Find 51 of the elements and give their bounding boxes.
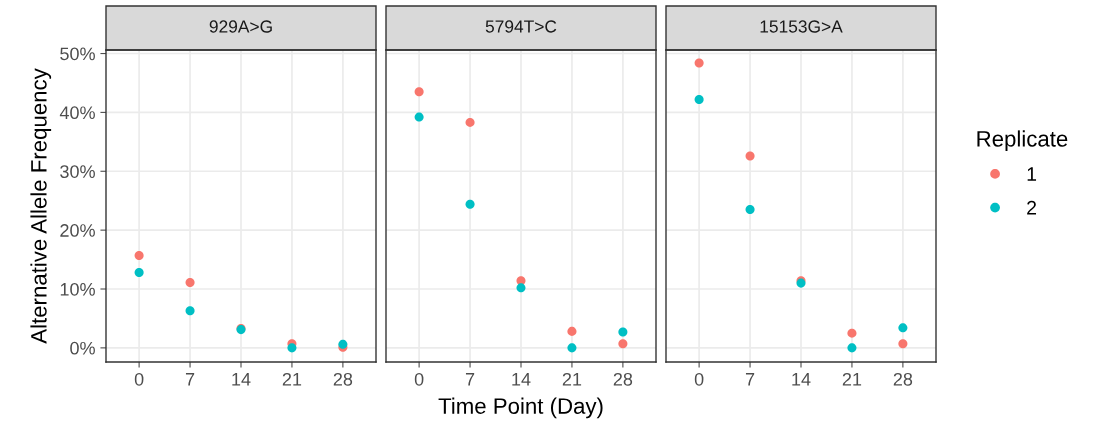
x-tick-label: 14 bbox=[232, 373, 251, 386]
point bbox=[516, 283, 526, 293]
chart-title: 15153G>A bbox=[760, 20, 843, 33]
legend-label: 1 bbox=[1027, 167, 1037, 181]
x-tick-label: 28 bbox=[893, 372, 913, 386]
legend-label: 2 bbox=[1027, 200, 1037, 215]
y-tick-label: 10% bbox=[60, 282, 95, 296]
point bbox=[847, 343, 857, 353]
x-tick-label: 28 bbox=[333, 372, 353, 386]
point bbox=[694, 94, 704, 104]
point bbox=[465, 117, 475, 127]
point bbox=[618, 327, 628, 337]
point bbox=[185, 278, 195, 288]
point bbox=[745, 205, 755, 215]
point bbox=[618, 339, 628, 349]
point bbox=[898, 323, 908, 333]
point bbox=[745, 151, 755, 161]
x-tick-label: 0 bbox=[694, 372, 704, 386]
chart-title: 5794T>C bbox=[485, 20, 557, 33]
legend-title: Replicate bbox=[977, 130, 1068, 152]
y-tick-label: 40% bbox=[59, 106, 95, 120]
point bbox=[567, 326, 577, 336]
point bbox=[134, 268, 144, 278]
point bbox=[694, 58, 704, 68]
x-tick-label: 7 bbox=[465, 373, 475, 386]
x-tick-label: 21 bbox=[282, 372, 302, 386]
x-tick-label: 7 bbox=[185, 373, 195, 386]
chart-title: 929A>G bbox=[209, 20, 272, 33]
x-axis-title: Time Point (Day) bbox=[438, 397, 603, 419]
x-tick-label: 0 bbox=[414, 372, 424, 386]
x-tick-label: 14 bbox=[792, 373, 811, 386]
point bbox=[185, 306, 195, 316]
point bbox=[465, 199, 475, 209]
x-tick-label: 7 bbox=[745, 373, 755, 386]
point bbox=[847, 328, 857, 338]
x-tick-label: 28 bbox=[613, 372, 633, 386]
x-tick-label: 21 bbox=[562, 372, 582, 386]
point bbox=[414, 112, 424, 122]
point bbox=[567, 343, 577, 353]
x-tick-label: 21 bbox=[842, 372, 862, 386]
y-tick-label: 30% bbox=[60, 165, 95, 178]
point bbox=[414, 87, 424, 97]
point bbox=[287, 343, 297, 353]
y-tick-label: 20% bbox=[60, 224, 95, 237]
y-tick-label: 50% bbox=[60, 47, 95, 61]
y-axis-title: Alternative Allele Frequency bbox=[30, 68, 52, 344]
y-tick-label: 0% bbox=[70, 341, 95, 355]
point bbox=[134, 250, 144, 260]
x-tick-label: 14 bbox=[512, 373, 531, 386]
x-tick-label: 0 bbox=[134, 372, 144, 386]
point bbox=[898, 339, 908, 349]
